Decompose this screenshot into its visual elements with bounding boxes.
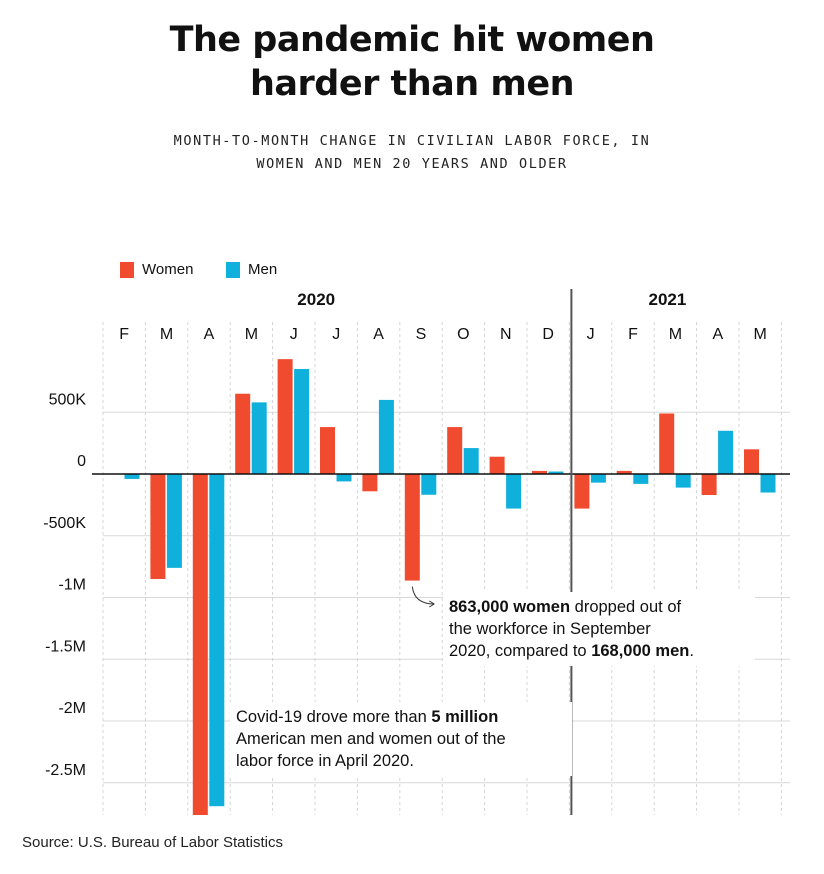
annotation-sept-text-1: dropped out of xyxy=(570,598,682,616)
bar-men xyxy=(633,474,649,484)
bar-men xyxy=(548,471,564,474)
source-note: Source: U.S. Bureau of Labor Statistics xyxy=(22,834,283,851)
y-tick-label: -1.5M xyxy=(45,638,86,655)
x-tick-label: A xyxy=(373,326,384,343)
bar-women xyxy=(235,393,251,474)
legend-women-swatch xyxy=(120,261,134,278)
y-tick-label: 0 xyxy=(77,453,86,470)
bar-men xyxy=(718,430,734,474)
x-tick-label: F xyxy=(628,326,638,343)
bar-men xyxy=(463,448,479,474)
x-tick-label: S xyxy=(416,326,427,343)
bar-men xyxy=(336,474,352,482)
annotation-sept-women: 863,000 women xyxy=(449,598,571,616)
x-tick-label: A xyxy=(712,326,723,343)
annotation-sept-text-2: the workforce in September xyxy=(449,620,651,638)
bar-women xyxy=(574,474,590,509)
x-tick-label: J xyxy=(290,326,298,343)
annotation-april: Covid-19 drove more than 5 million Ameri… xyxy=(230,702,572,776)
bar-women xyxy=(659,413,675,474)
x-tick-label: M xyxy=(754,326,767,343)
bar-men xyxy=(675,474,691,488)
bar-men xyxy=(506,474,522,509)
annotation-arrow xyxy=(411,586,435,605)
legend-men-label: Men xyxy=(248,261,278,278)
x-tick-label: M xyxy=(245,326,258,343)
x-tick-label: O xyxy=(457,326,469,343)
title-line-1: The pandemic hit women xyxy=(169,20,655,60)
annotation-sept-men: 168,000 men xyxy=(591,642,690,660)
title-line-2: harder than men xyxy=(249,64,575,104)
bar-men xyxy=(251,402,267,474)
annotation-sept-text-3: 2020, compared to xyxy=(449,642,592,660)
y-tick-label: -1M xyxy=(58,577,86,594)
bar-women xyxy=(150,474,166,579)
x-tick-label: N xyxy=(500,326,512,343)
bar-men xyxy=(166,474,182,568)
bar-men xyxy=(760,474,776,493)
annotation-sept-text-4: . xyxy=(689,642,694,660)
year-label: 2020 xyxy=(297,290,335,309)
bar-men xyxy=(124,474,140,479)
x-tick-label: M xyxy=(160,326,173,343)
annotation-april-text-1: Covid-19 drove more than xyxy=(236,708,432,726)
bar-men xyxy=(421,474,437,495)
x-tick-label: J xyxy=(332,326,340,343)
bar-men xyxy=(378,399,394,474)
bar-women xyxy=(277,359,293,474)
y-tick-label: -500K xyxy=(43,515,86,532)
bar-women xyxy=(447,427,463,474)
bar-women xyxy=(532,470,547,474)
annotation-september: 863,000 women dropped out of the workfor… xyxy=(443,592,755,666)
legend-women: Women xyxy=(120,261,193,278)
legend-women-label: Women xyxy=(142,261,194,278)
bar-women xyxy=(489,456,505,474)
annotation-arrowhead xyxy=(429,600,435,608)
bar-men xyxy=(209,474,225,807)
x-tick-label: M xyxy=(669,326,682,343)
legend-men: Men xyxy=(226,261,277,278)
bar-men xyxy=(294,369,310,474)
subtitle-line-1: MONTH-TO-MONTH CHANGE IN CIVILIAN LABOR … xyxy=(173,133,651,149)
bar-women xyxy=(362,474,378,492)
year-label: 2021 xyxy=(648,290,686,309)
annotation-april-text-3: labor force in April 2020. xyxy=(236,752,414,770)
x-tick-label: J xyxy=(587,326,595,343)
bar-women xyxy=(404,474,420,581)
x-tick-label: F xyxy=(119,326,129,343)
bar-women xyxy=(744,449,759,474)
bar-women xyxy=(192,474,208,815)
chart-subtitle: MONTH-TO-MONTH CHANGE IN CIVILIAN LABOR … xyxy=(0,130,824,176)
y-tick-label: 500K xyxy=(49,391,87,408)
annotation-april-text-2: American men and women out of the xyxy=(236,730,506,748)
bar-women xyxy=(701,474,717,495)
bar-men xyxy=(590,474,606,483)
chart-title: The pandemic hit women harder than men xyxy=(0,18,824,106)
x-tick-label: D xyxy=(542,326,554,343)
bar-women xyxy=(320,427,335,474)
y-tick-label: -2M xyxy=(58,700,86,717)
x-tick-label: A xyxy=(204,326,215,343)
y-tick-label: -2.5M xyxy=(45,762,86,779)
subtitle-line-2: WOMEN AND MEN 20 YEARS AND OLDER xyxy=(256,156,568,172)
annotation-april-bold: 5 million xyxy=(431,708,499,726)
legend-men-swatch xyxy=(226,261,240,278)
bar-women xyxy=(616,470,632,474)
